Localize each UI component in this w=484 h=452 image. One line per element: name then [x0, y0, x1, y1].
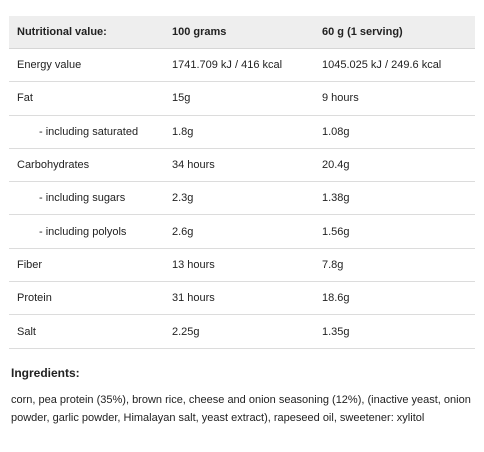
- table-row: - including sugars 2.3g 1.38g: [9, 181, 475, 216]
- ingredients-text: corn, pea protein (35%), brown rice, che…: [11, 394, 471, 424]
- row-label: Salt: [9, 314, 164, 349]
- row-label: Carbohydrates: [9, 148, 164, 183]
- row-per-serving: 20.4g: [314, 148, 475, 183]
- row-per-100g: 1741.709 kJ / 416 kcal: [164, 48, 314, 83]
- row-per-serving: 18.6g: [314, 281, 475, 316]
- row-per-serving: 1045.025 kJ / 249.6 kcal: [314, 48, 475, 83]
- row-per-100g: 15g: [164, 81, 314, 116]
- row-per-serving: 1.35g: [314, 314, 475, 349]
- nutrition-table-header: Nutritional value: 100 grams 60 g (1 ser…: [9, 16, 475, 49]
- header-serving: 60 g (1 serving): [314, 16, 475, 49]
- table-row: Energy value 1741.709 kJ / 416 kcal 1045…: [9, 48, 475, 83]
- row-per-100g: 2.25g: [164, 314, 314, 349]
- row-label: Protein: [9, 281, 164, 316]
- table-row: Carbohydrates 34 hours 20.4g: [9, 148, 475, 183]
- row-per-100g: 34 hours: [164, 148, 314, 183]
- table-row: Protein 31 hours 18.6g: [9, 281, 475, 316]
- row-per-serving: 9 hours: [314, 81, 475, 116]
- row-per-100g: 31 hours: [164, 281, 314, 316]
- row-label: Fat: [9, 81, 164, 116]
- header-row: Nutritional value: 100 grams 60 g (1 ser…: [9, 16, 475, 49]
- row-label: Fiber: [9, 248, 164, 283]
- row-label: - including polyols: [9, 214, 164, 249]
- nutrition-table-body: Energy value 1741.709 kJ / 416 kcal 1045…: [9, 48, 475, 349]
- row-per-serving: 1.38g: [314, 181, 475, 216]
- row-per-serving: 1.08g: [314, 115, 475, 149]
- table-row: Fat 15g 9 hours: [9, 81, 475, 116]
- ingredients-heading: Ingredients:: [11, 366, 80, 380]
- row-per-serving: 1.56g: [314, 214, 475, 249]
- row-label: - including sugars: [9, 181, 164, 216]
- row-per-100g: 2.3g: [164, 181, 314, 216]
- row-per-100g: 2.6g: [164, 214, 314, 249]
- row-label: Energy value: [9, 48, 164, 83]
- row-label: - including saturated: [9, 115, 164, 149]
- row-per-100g: 1.8g: [164, 115, 314, 149]
- table-row: - including saturated 1.8g 1.08g: [9, 115, 475, 149]
- table-row: Salt 2.25g 1.35g: [9, 314, 475, 349]
- header-nutritional-value: Nutritional value:: [9, 16, 164, 49]
- table-row: - including polyols 2.6g 1.56g: [9, 214, 475, 249]
- nutrition-table: Nutritional value: 100 grams 60 g (1 ser…: [9, 16, 475, 349]
- row-per-serving: 7.8g: [314, 248, 475, 283]
- header-100-grams: 100 grams: [164, 16, 314, 49]
- row-per-100g: 13 hours: [164, 248, 314, 283]
- table-row: Fiber 13 hours 7.8g: [9, 248, 475, 283]
